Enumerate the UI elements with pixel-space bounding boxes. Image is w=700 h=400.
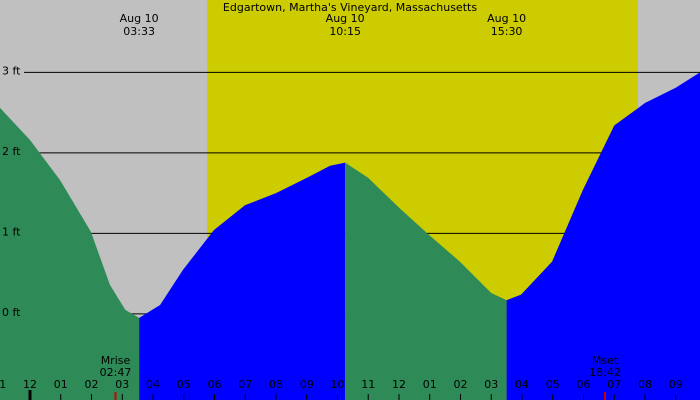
y-tick-label: 0 ft [2, 306, 21, 319]
x-tick-label: 05 [177, 378, 191, 391]
x-tick-label: 04 [515, 378, 529, 391]
x-tick-label: 08 [269, 378, 283, 391]
x-tick-label: 09 [669, 378, 683, 391]
x-tick-label: 03 [484, 378, 498, 391]
x-tick-label: 01 [54, 378, 68, 391]
y-tick-label: 3 ft [2, 64, 21, 77]
tide-area [506, 72, 700, 400]
tide-date: Aug 10 [326, 12, 365, 25]
x-tick-label: 03 [115, 378, 129, 391]
x-tick-label: 11 [361, 378, 375, 391]
x-tick-label: 04 [146, 378, 160, 391]
x-tick-label: 01 [423, 378, 437, 391]
y-tick-label: 1 ft [2, 225, 21, 238]
moon-event: Mset [592, 354, 619, 367]
x-tick-label: 12 [23, 378, 37, 391]
x-tick-label: 11 [0, 378, 6, 391]
x-tick-label: 09 [300, 378, 314, 391]
tide-date: Aug 10 [487, 12, 526, 25]
x-tick-label: 10 [330, 378, 344, 391]
moon-event: Mrise [101, 354, 131, 367]
y-tick-label: 2 ft [2, 145, 21, 158]
moon-time: 02:47 [100, 366, 132, 379]
x-tick-label: 07 [607, 378, 621, 391]
tide-time: 15:30 [491, 25, 523, 38]
tide-area [345, 162, 507, 400]
tide-time: 03:33 [123, 25, 155, 38]
x-tick-label: 05 [546, 378, 560, 391]
x-tick-label: 12 [392, 378, 406, 391]
x-tick-label: 02 [85, 378, 99, 391]
tide-date: Aug 10 [120, 12, 159, 25]
x-tick-label: 02 [453, 378, 467, 391]
x-tick-label: 06 [576, 378, 590, 391]
chart-title: Edgartown, Martha's Vineyard, Massachuse… [223, 1, 477, 14]
tide-time: 10:15 [329, 25, 361, 38]
x-tick-label: 07 [238, 378, 252, 391]
x-tick-label: 08 [638, 378, 652, 391]
moon-time: 18:42 [589, 366, 621, 379]
x-tick-label: 06 [207, 378, 221, 391]
tide-area [0, 107, 140, 400]
tide-area [139, 162, 346, 400]
